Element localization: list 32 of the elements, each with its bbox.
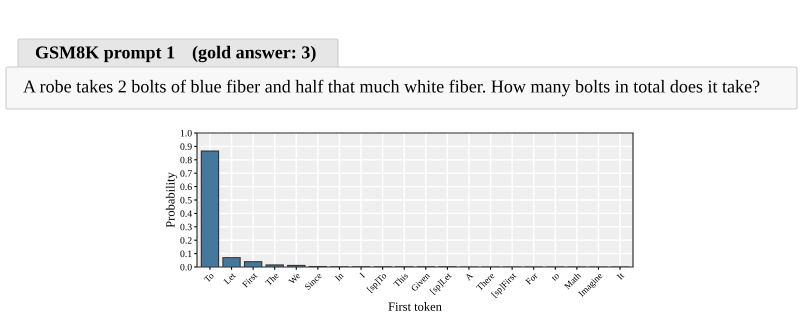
x-tick-label: For: [525, 272, 538, 286]
x-tick-label: A: [464, 272, 474, 281]
x-tick-label: First: [242, 272, 258, 288]
x-tick-label: Let: [223, 272, 236, 285]
y-tick-label: 0.4: [180, 210, 192, 217]
y-tick-label: 1.0: [180, 130, 192, 137]
y-tick-label: 0.3: [180, 224, 192, 230]
y-axis-title: Probability: [166, 172, 178, 228]
y-tick-label: 0.2: [180, 237, 192, 244]
chart-subtitle: (gold answer: 3): [192, 46, 316, 62]
x-axis-title: First token: [388, 302, 442, 311]
y-tick-label: 0.0: [180, 264, 192, 271]
y-tick-label: 0.7: [180, 170, 192, 177]
bar: [244, 261, 262, 267]
y-tick-label: 0.9: [180, 143, 192, 150]
x-tick-label: This: [392, 272, 408, 288]
y-tick-label: 0.6: [180, 184, 192, 190]
chart-title: GSM8K prompt 1: [36, 46, 174, 62]
bar: [200, 150, 220, 267]
x-tick-label: We: [288, 272, 301, 285]
x-tick-label: In: [334, 272, 344, 282]
x-tick-label: To: [204, 272, 214, 283]
y-tick-label: 0.1: [180, 250, 192, 258]
y-tick-label: 0.8: [180, 156, 192, 164]
text: A robe takes 2 bolts of blue fiber and half that much white fiber. How many bolts in total does it take?: [23, 80, 760, 96]
y-tick-label: 0.5: [180, 196, 192, 204]
x-tick-label: to: [551, 272, 560, 282]
x-tick-label: The: [264, 272, 279, 286]
bar: [266, 264, 284, 267]
bar: [222, 257, 241, 267]
x-tick-label: It: [616, 272, 625, 280]
x-tick-label: I: [359, 272, 366, 278]
